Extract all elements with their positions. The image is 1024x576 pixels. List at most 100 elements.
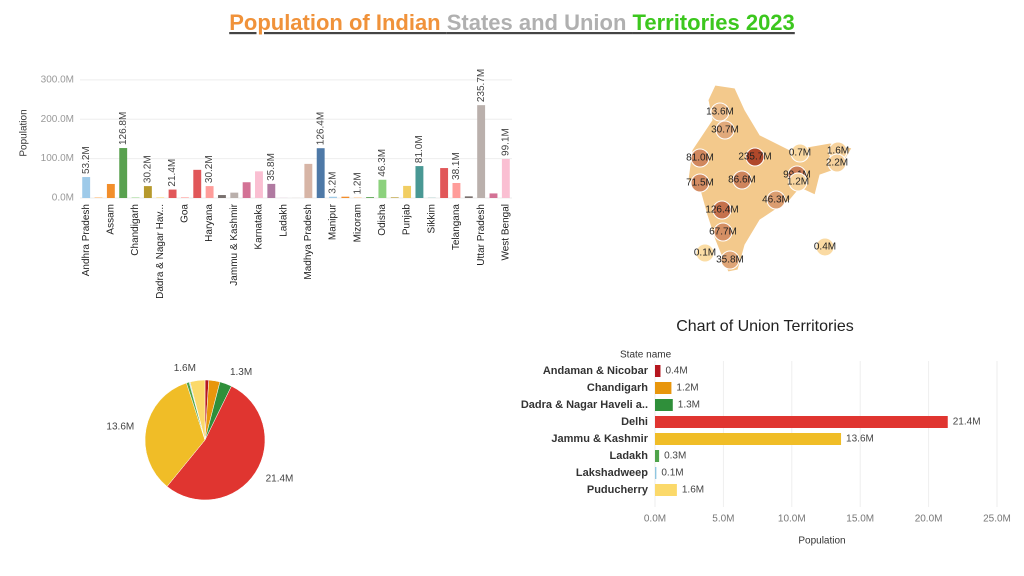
category-label: Chandigarh xyxy=(587,382,648,394)
bar xyxy=(464,196,473,198)
value-label: 99.1M xyxy=(500,128,511,156)
map-region xyxy=(695,243,715,263)
map-label: 0.4M xyxy=(814,242,836,253)
bar xyxy=(94,197,103,198)
x-tick-label: Andhra Pradesh xyxy=(81,204,92,276)
pie-slice xyxy=(144,382,206,487)
value-label: 21.4M xyxy=(953,417,981,428)
value-label: 35.8M xyxy=(266,153,277,181)
bar xyxy=(655,484,677,496)
map-region xyxy=(766,190,786,210)
map-region xyxy=(745,147,765,167)
bar xyxy=(477,105,486,198)
bar xyxy=(242,182,251,198)
map-label: 67.7M xyxy=(709,227,737,238)
category-label: Delhi xyxy=(621,416,648,428)
map-label: 2.2M xyxy=(826,158,848,169)
map-label: 35.8M xyxy=(716,255,744,266)
bar xyxy=(403,185,412,198)
map-label: 46.3M xyxy=(762,195,790,206)
x-tick-label: Mizoram xyxy=(352,204,363,242)
value-label: 0.4M xyxy=(665,366,687,377)
x-tick-label: 15.0M xyxy=(846,514,874,525)
pie-label: 1.6M xyxy=(174,363,196,374)
bar xyxy=(501,158,510,198)
y-tick-label: 300.0M xyxy=(41,74,74,85)
value-label: 30.2M xyxy=(143,155,154,183)
map-label: 71.5M xyxy=(686,178,714,189)
x-tick-label: West Bengal xyxy=(500,204,511,261)
bar xyxy=(415,166,424,198)
value-label: 21.4M xyxy=(167,159,178,187)
map-region xyxy=(827,153,847,173)
y-tick-label: 100.0M xyxy=(41,153,74,164)
bar xyxy=(82,177,91,198)
bar xyxy=(655,433,842,445)
bar xyxy=(655,450,660,462)
map-label: 1.6M xyxy=(827,146,849,157)
x-tick-label: Odisha xyxy=(377,204,388,236)
x-tick-label: Telangana xyxy=(451,204,462,251)
bar xyxy=(168,189,177,198)
bar xyxy=(341,196,350,198)
hbar-title: Chart of Union Territories xyxy=(676,318,854,335)
bar xyxy=(390,197,399,198)
bar xyxy=(180,197,189,198)
category-label: Puducherry xyxy=(587,484,649,496)
value-label: 53.2M xyxy=(81,146,92,174)
pie-slice xyxy=(189,379,206,441)
value-label: 3.2M xyxy=(328,172,339,194)
x-tick-label: Chandigarh xyxy=(130,204,141,256)
y-tick-label: 0.0M xyxy=(52,193,74,204)
category-label: Jammu & Kashmir xyxy=(551,433,648,445)
map-region xyxy=(690,148,710,168)
value-label: 0.1M xyxy=(661,468,683,479)
bar xyxy=(440,168,449,198)
x-tick-label: 10.0M xyxy=(778,514,806,525)
title-part: Territories 2023 xyxy=(633,10,795,35)
bar xyxy=(366,197,375,198)
category-label: Lakshadweep xyxy=(576,467,648,479)
bar xyxy=(655,399,673,411)
value-label: 38.1M xyxy=(451,152,462,180)
bar xyxy=(304,163,313,198)
x-tick-label: Assam xyxy=(105,204,116,235)
bar xyxy=(156,197,165,198)
value-label: 1.6M xyxy=(682,485,704,496)
map-region xyxy=(713,222,733,242)
category-label: Dadra & Nagar Haveli a.. xyxy=(521,399,648,411)
pie-label: 13.6M xyxy=(106,421,134,432)
map-label: 235.7M xyxy=(738,152,771,163)
x-tick-label: Ladakh xyxy=(278,204,289,237)
bar xyxy=(255,171,263,198)
bar xyxy=(119,148,128,198)
value-label: 235.7M xyxy=(476,69,487,102)
map-label: 0.7M xyxy=(789,148,811,159)
bar xyxy=(655,416,948,428)
value-label: 1.3M xyxy=(678,400,700,411)
x-tick-label: Goa xyxy=(180,204,191,223)
bar xyxy=(230,192,239,198)
x-tick-label: 5.0M xyxy=(712,514,734,525)
x-tick-label: Karnataka xyxy=(254,204,265,250)
x-tick-label: Sikkim xyxy=(426,204,437,233)
map-label: 0.1M xyxy=(694,248,716,259)
x-tick-label: 25.0M xyxy=(983,514,1011,525)
map-label: 1.2M xyxy=(787,177,809,188)
category-label: Ladakh xyxy=(609,450,648,462)
map-region xyxy=(690,173,710,193)
bar xyxy=(378,179,387,198)
bar xyxy=(143,186,152,198)
x-tick-label: Madhya Pradesh xyxy=(303,204,314,280)
bar xyxy=(267,183,276,198)
x-tick-label: 20.0M xyxy=(915,514,943,525)
x-tick-label: Punjab xyxy=(402,204,413,236)
title-part: States and Union xyxy=(447,10,633,35)
x-axis-label: Population xyxy=(798,536,845,547)
map-label: 86.6M xyxy=(728,175,756,186)
dashboard-title: Population of Indian States and Union Te… xyxy=(229,10,795,35)
pie-label: 1.3M xyxy=(230,367,252,378)
x-tick-label: Manipur xyxy=(328,203,339,240)
bar xyxy=(205,186,214,198)
